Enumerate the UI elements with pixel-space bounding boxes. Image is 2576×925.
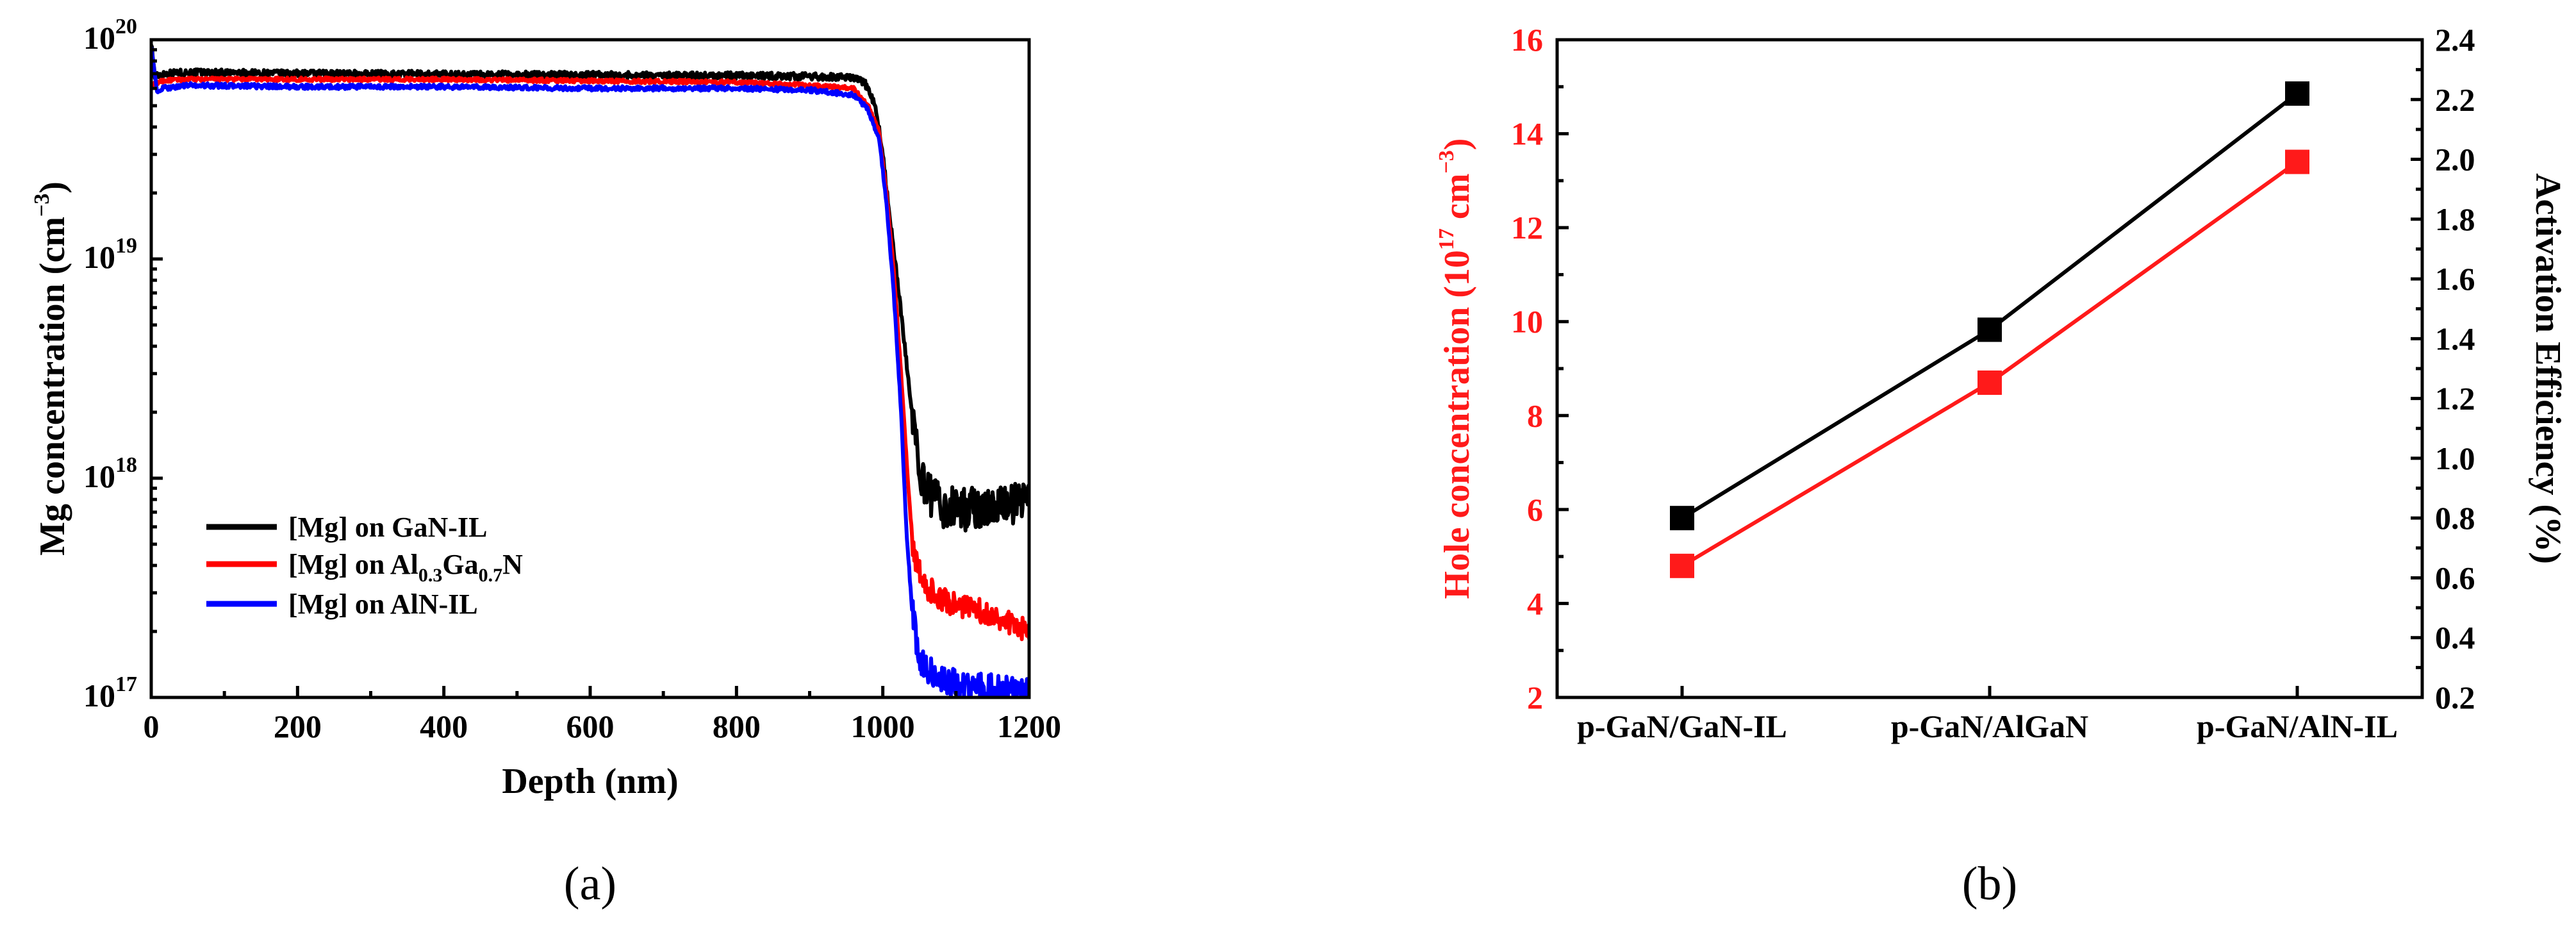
legend-entry-algan: [Mg] on Al0.3Ga0.7N xyxy=(206,549,523,586)
legend-a: [Mg] on GaN-IL [Mg] on Al0.3Ga0.7N [Mg] … xyxy=(206,512,523,620)
category-label-b: p-GaN/AlGaN xyxy=(1891,708,2088,744)
panel-label-a: (a) xyxy=(564,858,616,910)
y-tick-label-a: 1017 xyxy=(83,672,137,713)
panel-label-b: (b) xyxy=(1962,858,2017,910)
y-axis-label-a: Mg concentration (cm−3) xyxy=(30,181,72,556)
x-tick-label-a: 200 xyxy=(274,708,322,744)
right-y-tick-label-b: 2.0 xyxy=(2435,142,2475,178)
right-y-tick-label-b: 2.4 xyxy=(2435,22,2475,58)
depth-profile-series xyxy=(151,44,1029,697)
x-tick-label-a: 400 xyxy=(420,708,468,744)
right-y-axis-label-b: Activation Efficiency (%) xyxy=(2528,173,2568,564)
right-y-tick-label-b: 1.4 xyxy=(2435,321,2475,356)
x-tick-label-a: 600 xyxy=(566,708,615,744)
y-tick-label-a: 1018 xyxy=(83,453,137,494)
data-point-b-1 xyxy=(1977,317,2002,342)
category-label-b: p-GaN/AlN-IL xyxy=(2197,708,2398,744)
data-point-b-0 xyxy=(1977,370,2002,395)
data-point-b-1 xyxy=(2285,81,2309,106)
y-tick-label-a: 1019 xyxy=(83,234,137,275)
y-axis-ticks-a: 1017 1018 1019 1020 xyxy=(83,15,163,713)
legend-label-gan-il: [Mg] on GaN-IL xyxy=(288,512,487,543)
right-y-tick-label-b: 0.4 xyxy=(2435,620,2475,656)
data-point-b-0 xyxy=(2285,149,2309,174)
left-y-tick-label-b: 6 xyxy=(1527,492,1543,528)
x-axis-label-a: Depth (nm) xyxy=(502,762,678,801)
right-y-tick-label-b: 0.6 xyxy=(2435,560,2475,596)
left-y-tick-label-b: 8 xyxy=(1527,397,1543,433)
legend-label-aln-il: [Mg] on AlN-IL xyxy=(288,588,478,620)
right-y-tick-label-b: 0.2 xyxy=(2435,679,2475,715)
data-point-b-0 xyxy=(1670,553,1694,578)
series-line-b-1 xyxy=(1681,92,2299,520)
left-y-tick-label-b: 2 xyxy=(1527,679,1543,715)
right-y-tick-label-b: 2.2 xyxy=(2435,81,2475,117)
legend-entry-gan-il: [Mg] on GaN-IL xyxy=(206,512,487,543)
legend-entry-aln-il: [Mg] on AlN-IL xyxy=(206,588,478,620)
right-y-axis-ticks-b: 0.2 0.4 0.6 0.8 1.0 1.2 1.4 1.6 1.8 2.0 2.2 2.4 xyxy=(2411,22,2475,715)
left-y-tick-label-b: 12 xyxy=(1511,210,1543,246)
x-axis-ticks-a: 0 200 400 600 800 1000 1200 xyxy=(144,686,1061,744)
x-tick-label-a: 800 xyxy=(713,708,761,744)
plot-frame-b xyxy=(1555,38,2424,699)
legend-label-algan: [Mg] on Al0.3Ga0.7N xyxy=(288,549,523,586)
category-label-b: p-GaN/GaN-IL xyxy=(1577,708,1787,744)
left-y-tick-label-b: 14 xyxy=(1511,116,1543,152)
x-tick-label-a: 1000 xyxy=(851,708,915,744)
left-y-tick-label-b: 10 xyxy=(1511,304,1543,340)
right-y-tick-label-b: 0.8 xyxy=(2435,500,2475,536)
left-y-axis-label-b: Hole concentration (1017 cm−3) xyxy=(1435,138,1477,599)
right-y-tick-label-b: 1.2 xyxy=(2435,381,2475,417)
right-y-tick-label-b: 1.8 xyxy=(2435,201,2475,237)
left-y-axis-ticks-b: 2 4 6 8 10 12 14 16 xyxy=(1511,22,1569,715)
chart-b-series xyxy=(1670,81,2309,578)
data-point-b-1 xyxy=(1670,506,1694,531)
series-line-b-0 xyxy=(1681,160,2299,568)
x-tick-label-a: 1200 xyxy=(997,708,1061,744)
series-line-a-0 xyxy=(151,44,1029,533)
x-axis-ticks-b: p-GaN/GaN-IL p-GaN/AlGaN p-GaN/AlN-IL xyxy=(1577,686,2398,744)
series-line-a-2 xyxy=(151,46,1029,697)
right-y-tick-label-b: 1.6 xyxy=(2435,261,2475,297)
left-y-tick-label-b: 4 xyxy=(1527,585,1543,621)
hole-activation-chart: p-GaN/GaN-IL p-GaN/AlGaN p-GaN/AlN-IL 2 4 6 8… xyxy=(1435,22,2568,910)
right-y-tick-label-b: 1.0 xyxy=(2435,440,2475,476)
y-tick-label-a: 1020 xyxy=(83,15,137,56)
left-y-tick-label-b: 16 xyxy=(1511,22,1543,58)
x-tick-label-a: 0 xyxy=(144,708,160,744)
